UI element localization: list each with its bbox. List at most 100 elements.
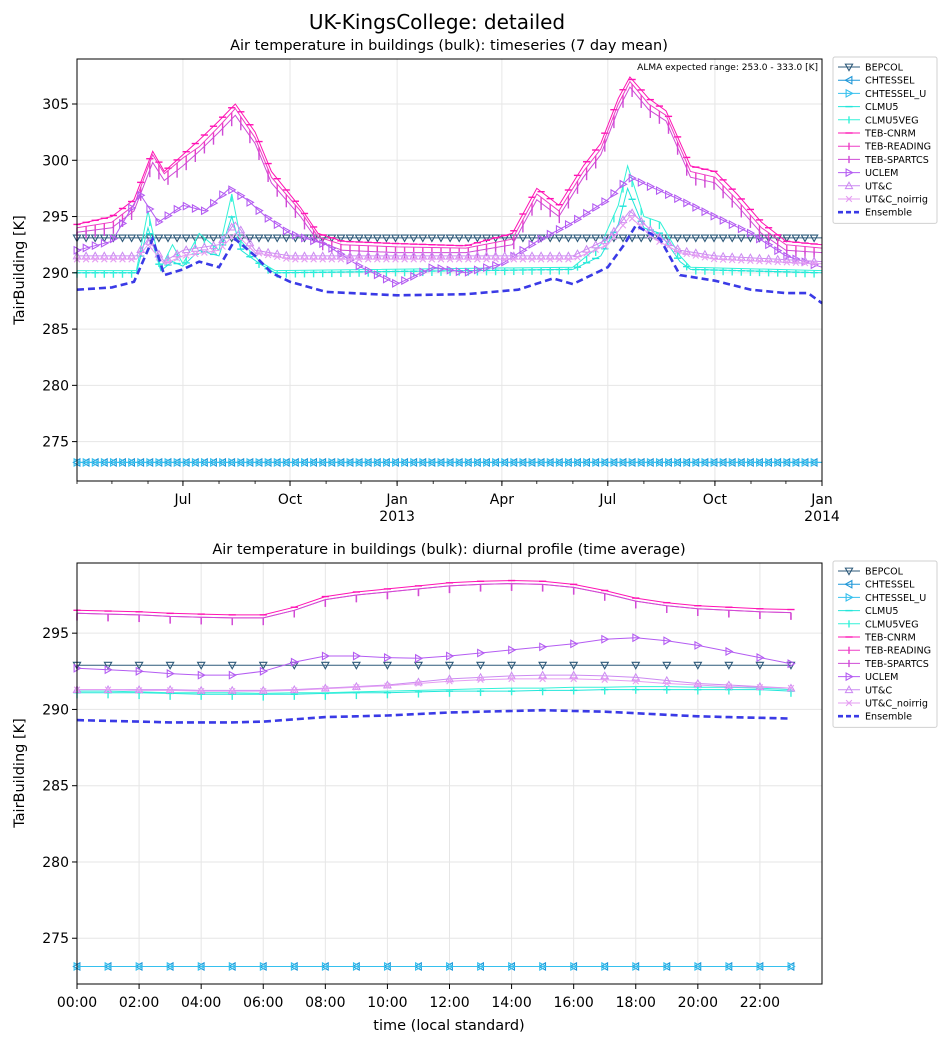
y-tick-label: 290: [42, 266, 69, 282]
marker-uclem: [701, 207, 710, 217]
marker-ut-c-noirrig: [383, 256, 390, 263]
marker-ut-c: [618, 215, 628, 224]
marker-uclem: [737, 224, 747, 234]
y-tick-label: 275: [42, 931, 69, 947]
marker-chtessel-u: [228, 961, 237, 971]
marker-ut-c-noirrig: [182, 252, 190, 259]
y-tick-label: 295: [42, 210, 69, 226]
marker-chtessel-u: [683, 457, 692, 467]
marker-chtessel-u: [674, 457, 683, 467]
marker-chtessel-u: [246, 457, 255, 467]
marker-bepcol: [413, 661, 423, 670]
marker-bepcol: [320, 661, 330, 670]
marker-chtessel-u: [783, 457, 792, 467]
marker-ut-c-noirrig: [546, 256, 554, 263]
legend-label: TEB-CNRM: [864, 633, 916, 644]
marker-ut-c-noirrig: [104, 686, 112, 693]
diurnal-ylabel: TairBuilding [K]: [12, 718, 28, 829]
series-teb-spartcs: [76, 86, 823, 260]
marker-bepcol: [390, 234, 401, 243]
marker-chtessel-u: [628, 457, 637, 467]
marker-bepcol: [381, 234, 391, 243]
marker-ut-c-noirrig: [128, 256, 135, 263]
marker-chtessel-u: [290, 961, 300, 971]
marker-bepcol: [245, 234, 255, 243]
marker-uclem: [255, 206, 264, 216]
marker-chtessel-u: [592, 457, 601, 467]
marker-chtessel-u: [477, 961, 486, 971]
marker-ut-c-noirrig: [292, 256, 299, 263]
marker-ut-c: [591, 240, 601, 249]
marker-ut-c-noirrig: [601, 242, 609, 250]
diurnal-panel: Air temperature in buildings (bulk): diu…: [12, 542, 938, 1034]
marker-uclem: [237, 191, 246, 201]
marker-bepcol: [518, 234, 528, 243]
diurnal-xlabel: time (local standard): [373, 1018, 524, 1034]
legend-entry-teb-cnrm: TEB-CNRM: [838, 633, 916, 644]
marker-uclem: [570, 639, 579, 649]
legend-label: TEB-READING: [864, 142, 931, 153]
series-chtessel-u: [73, 961, 796, 971]
marker-chtessel-u: [91, 457, 100, 467]
marker-ut-c-noirrig: [592, 246, 599, 254]
legend-entry-ut-c-noirrig: UT&C_noirrig: [838, 699, 928, 710]
marker-uclem: [137, 190, 146, 200]
marker-ut-c-noirrig: [556, 256, 563, 263]
marker-ut-c: [573, 249, 582, 258]
marker-uclem: [719, 215, 728, 225]
series-line-teb-reading: [76, 80, 823, 249]
legend-label: Ensemble: [865, 712, 912, 723]
marker-bepcol: [165, 661, 175, 670]
marker-uclem: [321, 651, 331, 661]
legend-label: TEB-SPARTCS: [864, 659, 929, 670]
marker-bepcol: [572, 234, 583, 243]
marker-uclem: [100, 238, 110, 248]
legend-label: CHTESSEL_U: [865, 89, 926, 100]
marker-ut-c-noirrig: [337, 256, 345, 263]
timeseries-ylabel: TairBuilding [K]: [12, 215, 28, 326]
marker-chtessel-u: [119, 457, 128, 467]
marker-ut-c-noirrig: [674, 248, 681, 255]
marker-ut-c-noirrig: [119, 256, 126, 263]
marker-uclem: [787, 659, 796, 669]
legend-marker-uclem: [845, 168, 854, 178]
marker-bepcol: [591, 234, 601, 243]
marker-uclem: [628, 173, 637, 183]
marker-uclem: [355, 261, 364, 271]
marker-ut-c-noirrig: [574, 254, 581, 261]
series-line-clmu5: [77, 689, 792, 695]
marker-ut-c-noirrig: [774, 258, 781, 266]
marker-uclem: [555, 224, 565, 234]
marker-bepcol: [691, 234, 701, 243]
series-teb-spartcs: [76, 583, 792, 626]
marker-uclem: [508, 645, 517, 655]
marker-ut-c-noirrig: [474, 256, 481, 263]
marker-chtessel-u: [428, 457, 437, 467]
marker-uclem: [574, 214, 583, 224]
marker-ut-c: [245, 238, 255, 247]
legend-entry-chtessel: CHTESSEL: [838, 75, 915, 87]
x-tick-label: Jul: [598, 492, 616, 508]
marker-ut-c-noirrig: [728, 256, 736, 264]
marker-chtessel-u: [104, 961, 113, 971]
series-bepcol: [72, 661, 796, 670]
legend-label: UCLEM: [865, 672, 898, 683]
marker-uclem: [646, 182, 656, 192]
marker-ut-c-noirrig: [364, 256, 372, 263]
marker-bepcol: [400, 234, 410, 243]
marker-ut-c-noirrig: [694, 681, 702, 689]
marker-chtessel-u: [291, 457, 301, 467]
marker-ut-c-noirrig: [166, 687, 174, 694]
marker-uclem: [446, 265, 455, 275]
marker-ut-c-noirrig: [455, 256, 463, 263]
legend-entry-ut-c: UT&C: [838, 181, 892, 192]
legend-entry-teb-cnrm: TEB-CNRM: [838, 129, 916, 140]
marker-bepcol: [736, 234, 746, 243]
marker-bepcol: [254, 234, 264, 243]
marker-ut-c-noirrig: [810, 260, 818, 267]
legend-label: Ensemble: [865, 208, 912, 219]
series-uclem: [73, 173, 823, 288]
legend-label: UT&C_noirrig: [865, 699, 928, 710]
marker-ut-c: [569, 670, 579, 679]
marker-chtessel-u: [574, 457, 583, 467]
